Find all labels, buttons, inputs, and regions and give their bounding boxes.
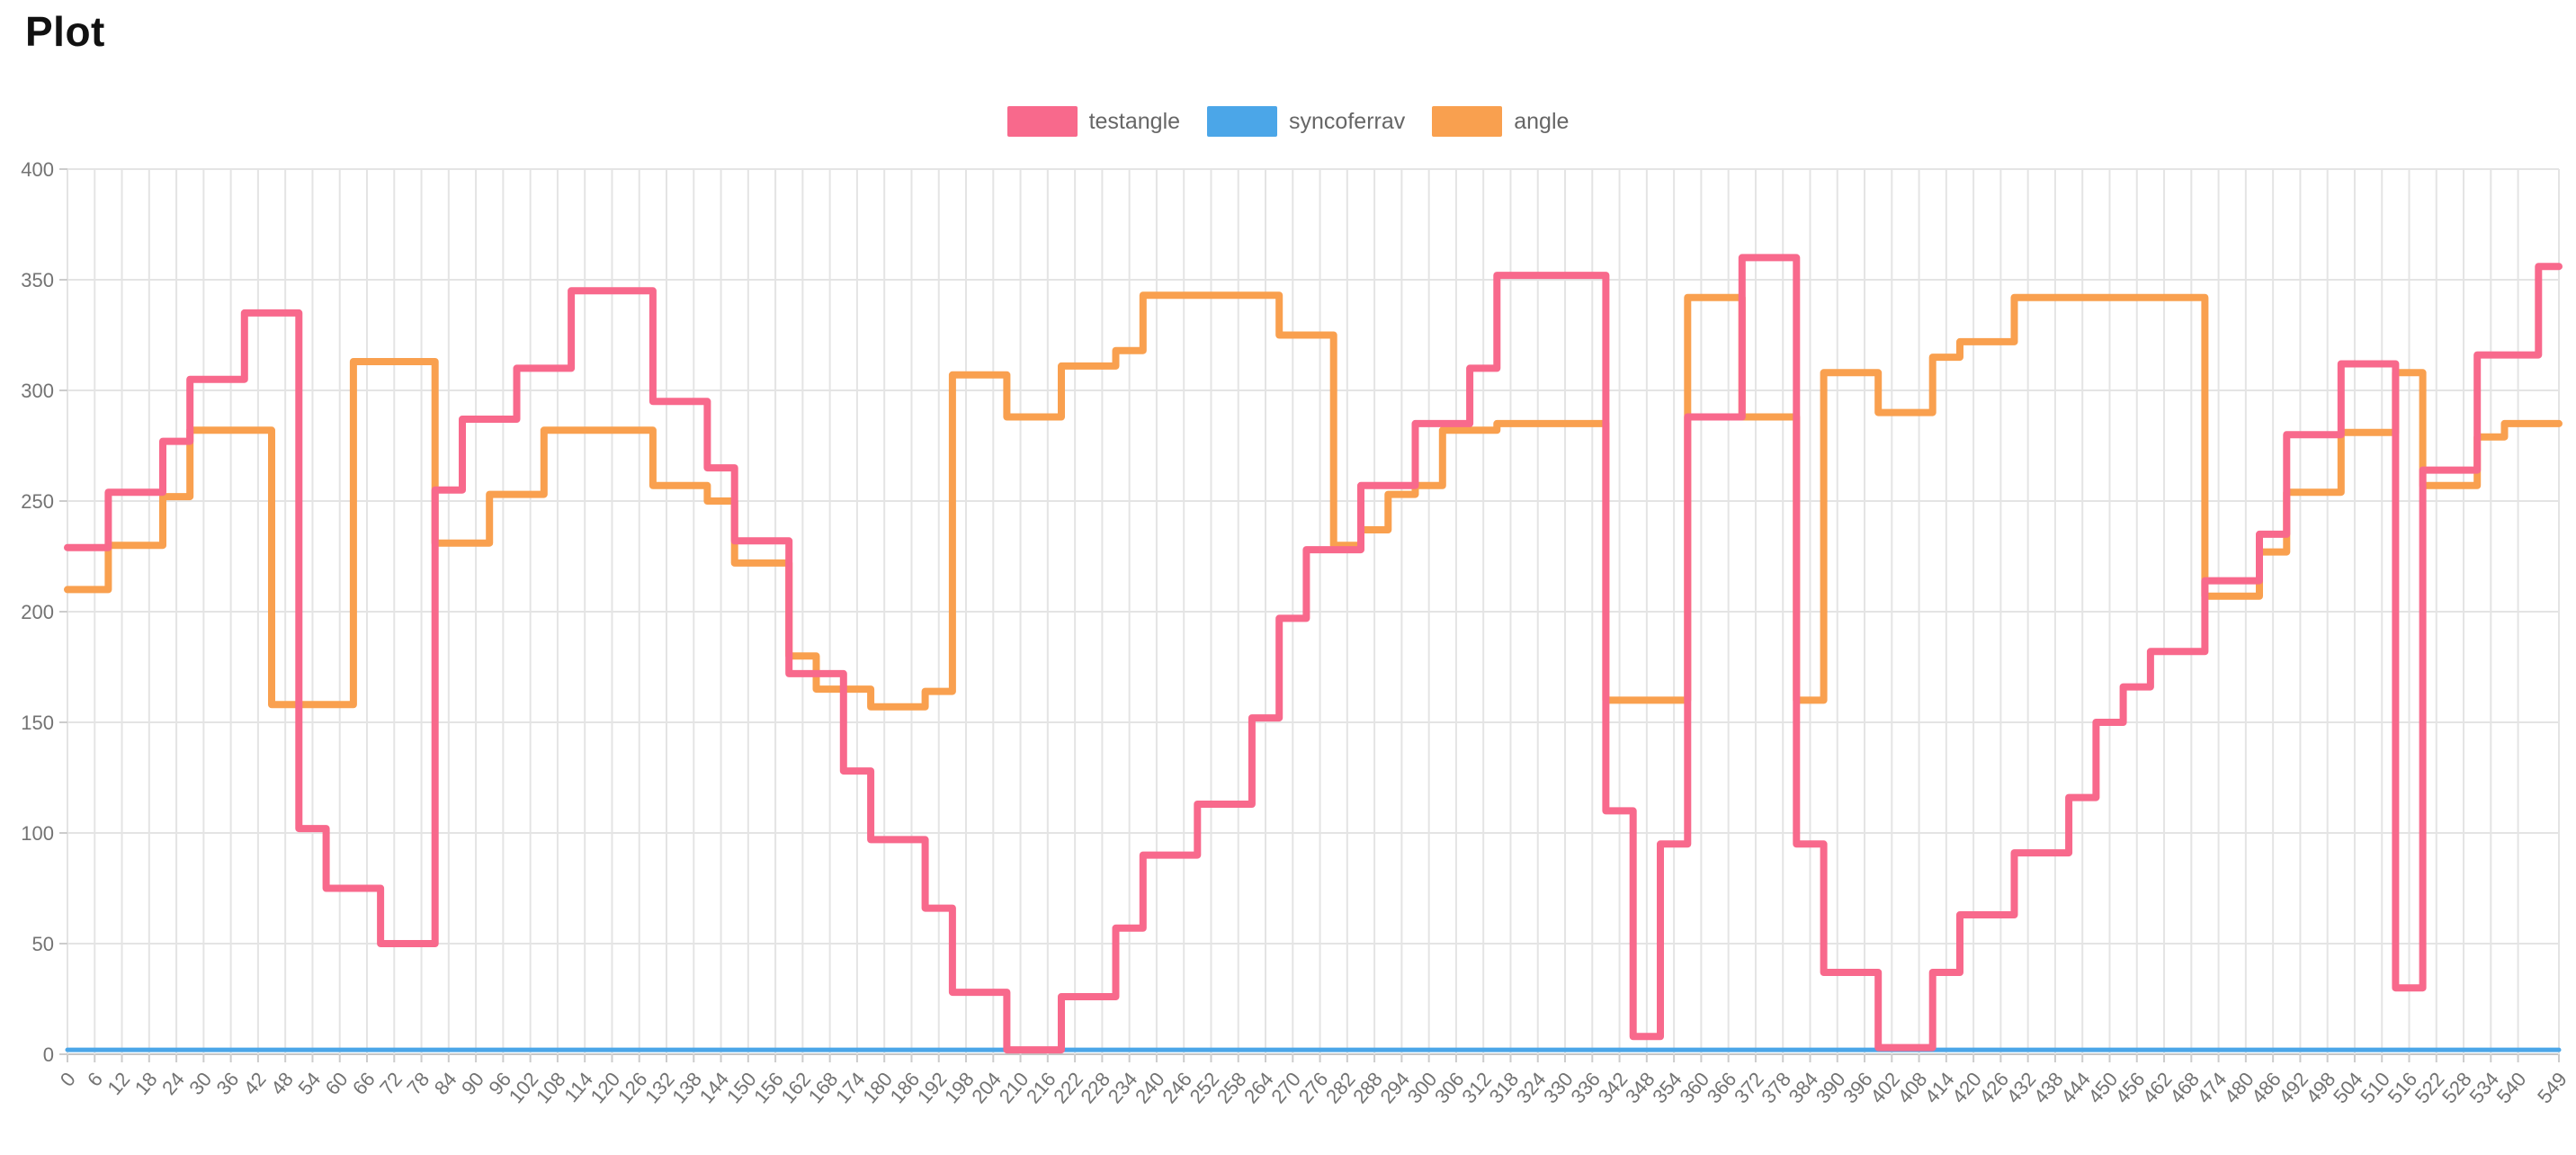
x-tick-label: 6: [83, 1068, 107, 1090]
grid-lines: [67, 168, 2560, 1055]
legend-label-syncoferrav: syncoferrav: [1289, 108, 1406, 134]
legend-swatch-angle: [1432, 106, 1503, 137]
y-tick-label: 0: [43, 1043, 54, 1066]
legend-swatch-syncoferrav: [1207, 106, 1278, 137]
x-tick-label: 84: [430, 1068, 461, 1099]
page-title: Plot: [25, 8, 105, 55]
legend-swatch-testangle: [1006, 106, 1078, 137]
y-tick-label: 150: [21, 712, 54, 734]
x-tick-label: 540: [2492, 1068, 2531, 1107]
y-tick-label: 350: [21, 269, 54, 291]
x-tick-label: 36: [212, 1068, 244, 1099]
chart-legend: testangle syncoferrav angle: [0, 106, 2576, 137]
legend-item-testangle[interactable]: testangle: [1006, 106, 1181, 137]
x-tick-label: 48: [266, 1068, 298, 1099]
x-tick-label: 549: [2533, 1068, 2572, 1107]
legend-item-angle[interactable]: angle: [1432, 106, 1569, 137]
x-tick-label: 60: [321, 1068, 353, 1099]
series-line-testangle[interactable]: [64, 254, 2563, 1054]
x-tick-label: 54: [293, 1068, 325, 1099]
x-tick-label: 42: [239, 1068, 271, 1099]
x-tick-label: 12: [103, 1068, 134, 1099]
x-tick-label: 24: [157, 1068, 189, 1099]
y-tick-label: 200: [21, 601, 54, 623]
x-tick-label: 30: [184, 1068, 216, 1099]
y-tick-label: 400: [21, 158, 54, 181]
series-line-angle[interactable]: [64, 291, 2563, 711]
legend-label-testangle: testangle: [1088, 108, 1181, 134]
x-tick-label: 18: [130, 1068, 162, 1099]
axis-ticks: [59, 168, 2560, 1062]
series-lines: [64, 254, 2563, 1054]
y-tick-label: 300: [21, 380, 54, 402]
x-tick-label: 0: [56, 1068, 80, 1090]
x-tick-label: 78: [402, 1068, 434, 1099]
x-tick-label: 72: [375, 1068, 407, 1099]
y-tick-label: 250: [21, 490, 54, 513]
legend-item-syncoferrav[interactable]: syncoferrav: [1207, 106, 1405, 137]
y-tick-label: 100: [21, 822, 54, 845]
x-tick-label: 66: [348, 1068, 380, 1099]
legend-label-angle: angle: [1514, 108, 1570, 134]
y-tick-label: 50: [32, 933, 54, 955]
x-tick-label: 90: [457, 1068, 488, 1099]
